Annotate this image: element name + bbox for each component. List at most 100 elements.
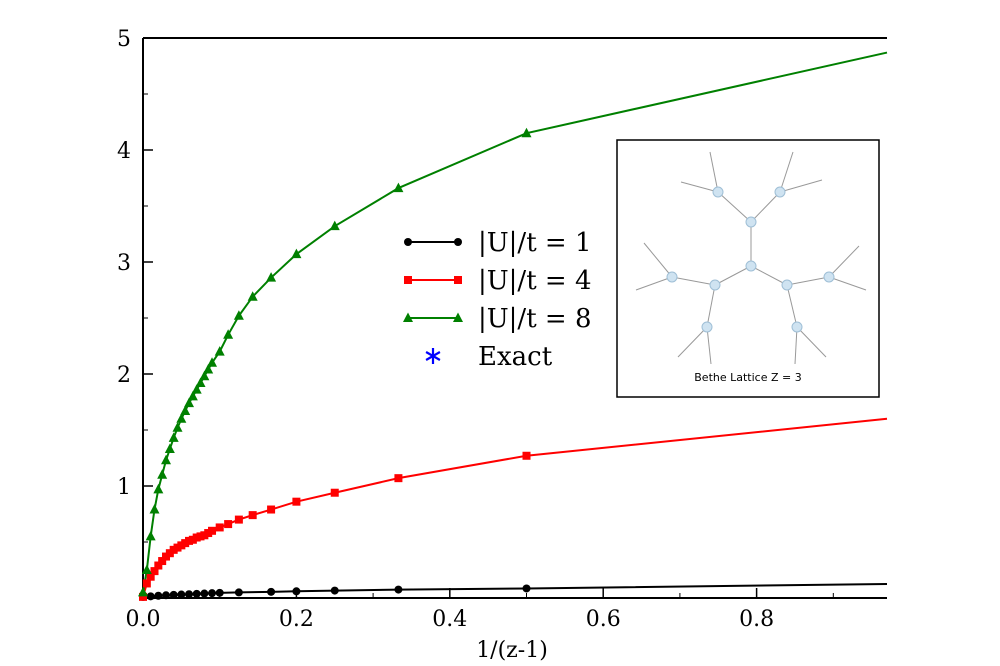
data-point xyxy=(223,329,234,339)
data-point xyxy=(521,127,532,138)
data-point xyxy=(177,590,186,599)
inset-panel: Bethe Lattice Z = 3 xyxy=(616,139,880,398)
lattice-bond xyxy=(786,284,798,328)
lattice-bond xyxy=(706,284,716,328)
data-point xyxy=(292,587,301,596)
data-point xyxy=(215,588,224,597)
lattice-bond xyxy=(828,245,860,278)
lattice-bond xyxy=(714,265,752,286)
lattice-bond xyxy=(680,181,719,193)
data-point xyxy=(393,182,404,193)
legend: |U|/t = 1 |U|/t = 4 |U|/t = 8 Exact xyxy=(403,228,592,372)
data-point xyxy=(192,589,201,598)
lattice-site xyxy=(666,271,678,283)
lattice-bond xyxy=(786,276,830,286)
data-point xyxy=(161,454,172,465)
data-point xyxy=(200,589,209,598)
data-point xyxy=(164,443,175,454)
data-point xyxy=(195,377,206,387)
lattice-site xyxy=(712,186,724,198)
data-point xyxy=(146,592,155,601)
lattice-bond xyxy=(643,242,673,278)
y-tick-label: 1 xyxy=(117,475,131,500)
data-point xyxy=(330,586,339,595)
data-point xyxy=(185,590,194,599)
x-axis-title: 1/(z-1) xyxy=(476,638,548,663)
series-markers xyxy=(138,127,532,601)
data-point xyxy=(146,572,155,581)
lattice-bond xyxy=(750,191,781,223)
data-point xyxy=(522,584,531,593)
data-point xyxy=(169,590,178,599)
data-point xyxy=(154,591,163,600)
data-point xyxy=(203,364,214,374)
lattice-bond xyxy=(671,276,716,286)
data-point xyxy=(208,526,217,535)
x-tick-label: 0.0 xyxy=(126,607,161,632)
data-point xyxy=(168,432,179,442)
legend-marker xyxy=(454,276,462,284)
lattice-bond xyxy=(779,151,794,193)
data-point xyxy=(184,397,195,408)
data-point xyxy=(233,310,244,320)
x-tick-label: 0.8 xyxy=(739,607,774,632)
data-point xyxy=(330,488,339,497)
lattice-bond xyxy=(706,326,712,365)
x-axis-ticks: 0.0 0.2 0.4 0.6 0.8 xyxy=(126,588,834,632)
data-point xyxy=(224,520,233,529)
y-tick-label: 4 xyxy=(117,139,131,164)
data-point xyxy=(214,346,225,356)
data-point xyxy=(191,384,202,394)
data-point xyxy=(291,248,302,259)
x-tick-label: 0.2 xyxy=(279,607,314,632)
data-point xyxy=(138,586,148,597)
data-point xyxy=(522,451,531,460)
y-axis-ticks: 1 2 3 4 5 xyxy=(117,27,153,543)
data-point xyxy=(180,405,191,415)
lattice-site xyxy=(709,279,721,291)
inset-label: Bethe Lattice Z = 3 xyxy=(694,371,801,384)
data-point xyxy=(150,567,159,576)
legend-label: |U|/t = 1 xyxy=(478,228,592,258)
data-point xyxy=(157,469,168,479)
data-point xyxy=(187,390,198,401)
data-point xyxy=(208,589,217,598)
data-point xyxy=(149,504,160,514)
lattice-site xyxy=(745,260,757,272)
y-tick-label: 5 xyxy=(117,27,131,52)
lattice-bond xyxy=(677,326,708,358)
lattice-bond xyxy=(796,326,827,358)
x-tick-label: 0.6 xyxy=(586,607,621,632)
lattice-bond xyxy=(794,326,798,365)
data-point xyxy=(234,588,243,597)
data-point xyxy=(199,370,210,381)
lattice-site xyxy=(791,321,803,333)
legend-marker xyxy=(454,238,462,246)
lattice-site xyxy=(823,271,835,283)
data-point xyxy=(141,564,152,574)
data-point xyxy=(234,515,243,524)
data-point xyxy=(176,413,187,423)
bethe-lattice-diagram xyxy=(635,151,867,365)
legend-marker xyxy=(404,276,412,284)
data-point xyxy=(248,511,257,520)
data-point xyxy=(292,497,301,506)
lattice-site xyxy=(774,186,786,198)
data-point xyxy=(267,587,276,596)
lattice-bond xyxy=(709,151,719,193)
data-point xyxy=(142,579,151,588)
data-point xyxy=(162,591,171,600)
data-point xyxy=(247,291,258,301)
data-point xyxy=(139,592,147,601)
lattice-bond xyxy=(828,276,867,291)
series-line-2 xyxy=(142,417,888,598)
data-point xyxy=(267,505,276,514)
legend-marker xyxy=(425,348,441,364)
lattice-bond xyxy=(750,265,788,286)
data-point xyxy=(215,523,224,532)
legend-label: Exact xyxy=(478,342,553,372)
data-point xyxy=(158,557,167,566)
legend-marker xyxy=(404,238,412,246)
series-line-1 xyxy=(142,583,888,598)
